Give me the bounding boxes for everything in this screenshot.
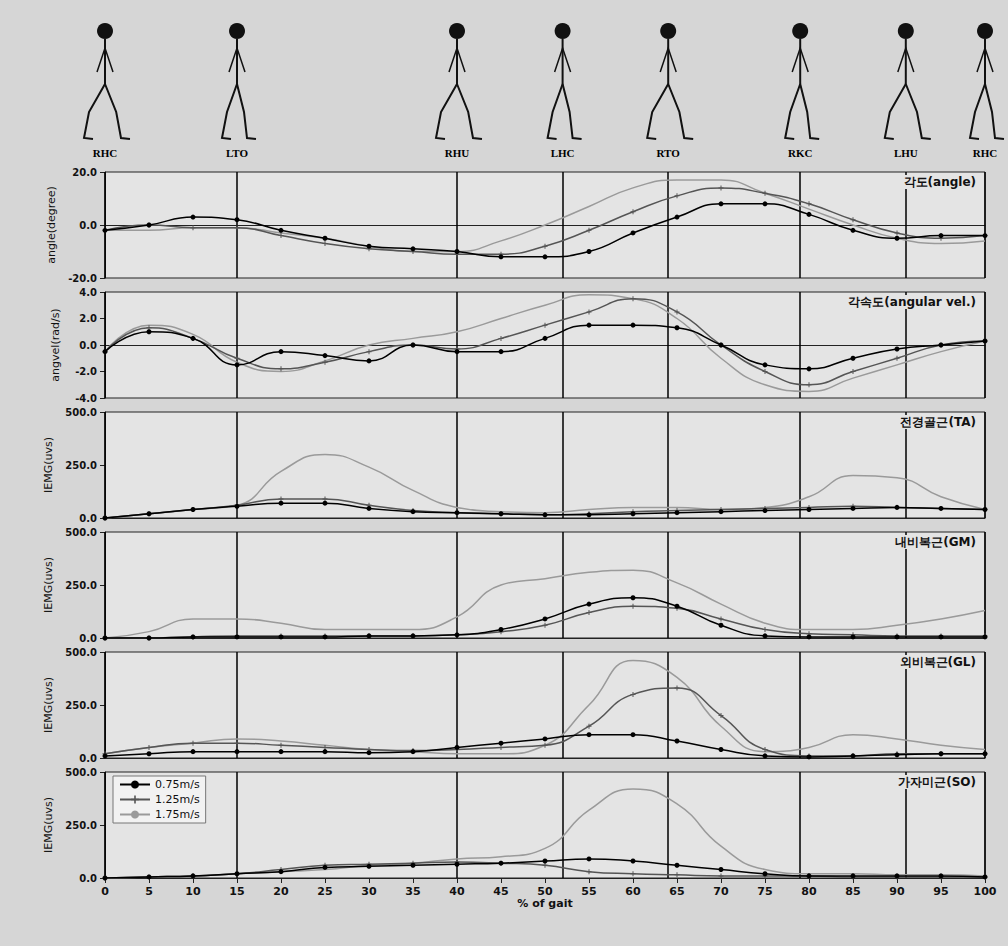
svg-text:angvel(rad/s): angvel(rad/s) [49, 308, 62, 381]
svg-text:500.0: 500.0 [65, 767, 97, 778]
svg-text:250.0: 250.0 [65, 700, 97, 711]
svg-text:0.0: 0.0 [79, 513, 97, 524]
svg-text:LHC: LHC [551, 147, 575, 159]
svg-text:500.0: 500.0 [65, 647, 97, 658]
svg-text:20: 20 [273, 885, 289, 898]
svg-text:55: 55 [581, 885, 596, 898]
svg-text:IEMG(uvs): IEMG(uvs) [42, 797, 55, 853]
svg-text:내비복근(GM): 내비복근(GM) [895, 535, 976, 549]
svg-text:0: 0 [101, 885, 109, 898]
svg-text:0.0: 0.0 [79, 340, 97, 351]
svg-text:0.0: 0.0 [79, 873, 97, 884]
svg-text:RTO: RTO [657, 147, 681, 159]
svg-text:20.0: 20.0 [72, 167, 97, 178]
svg-text:95: 95 [933, 885, 948, 898]
svg-text:85: 85 [845, 885, 860, 898]
svg-text:500.0: 500.0 [65, 407, 97, 418]
svg-text:각속도(angular vel.): 각속도(angular vel.) [848, 295, 976, 309]
svg-text:65: 65 [669, 885, 684, 898]
svg-text:45: 45 [493, 885, 508, 898]
svg-text:0.0: 0.0 [79, 753, 97, 764]
svg-text:-20.0: -20.0 [68, 273, 97, 284]
svg-text:250.0: 250.0 [65, 820, 97, 831]
svg-text:IEMG(uvs): IEMG(uvs) [42, 437, 55, 493]
svg-text:외비복근(GL): 외비복근(GL) [900, 655, 976, 669]
svg-text:IEMG(uvs): IEMG(uvs) [42, 677, 55, 733]
svg-text:가자미근(SO): 가자미근(SO) [898, 775, 976, 789]
svg-text:-2.0: -2.0 [75, 366, 97, 377]
svg-text:RHC: RHC [93, 147, 118, 159]
svg-text:15: 15 [229, 885, 244, 898]
svg-text:250.0: 250.0 [65, 580, 97, 591]
svg-text:전경골근(TA): 전경골근(TA) [900, 415, 976, 429]
svg-text:25: 25 [317, 885, 332, 898]
svg-text:1.75m/s: 1.75m/s [155, 808, 200, 821]
svg-text:-4.0: -4.0 [75, 393, 97, 404]
svg-text:75: 75 [757, 885, 772, 898]
svg-text:80: 80 [801, 885, 817, 898]
svg-text:5: 5 [145, 885, 153, 898]
svg-text:35: 35 [405, 885, 420, 898]
svg-text:RKC: RKC [788, 147, 813, 159]
svg-text:RHU: RHU [445, 147, 470, 159]
svg-text:angle(degree): angle(degree) [45, 186, 58, 264]
svg-text:60: 60 [625, 885, 641, 898]
svg-text:% of gait: % of gait [517, 897, 572, 910]
svg-text:500.0: 500.0 [65, 527, 97, 538]
svg-text:각도(angle): 각도(angle) [904, 175, 976, 189]
svg-text:IEMG(uvs): IEMG(uvs) [42, 557, 55, 613]
svg-text:250.0: 250.0 [65, 460, 97, 471]
svg-text:40: 40 [449, 885, 465, 898]
svg-text:90: 90 [889, 885, 905, 898]
svg-text:10: 10 [185, 885, 201, 898]
svg-text:100: 100 [974, 885, 997, 898]
svg-text:0.75m/s: 0.75m/s [155, 778, 200, 791]
svg-text:LHU: LHU [894, 147, 918, 159]
svg-text:RHC: RHC [973, 147, 998, 159]
svg-text:0.0: 0.0 [79, 220, 97, 231]
svg-text:LTO: LTO [226, 147, 248, 159]
svg-text:50: 50 [537, 885, 553, 898]
svg-text:2.0: 2.0 [79, 313, 97, 324]
svg-text:30: 30 [361, 885, 377, 898]
svg-text:0.0: 0.0 [79, 633, 97, 644]
svg-text:1.25m/s: 1.25m/s [155, 793, 200, 806]
svg-text:4.0: 4.0 [79, 287, 97, 298]
svg-text:70: 70 [713, 885, 729, 898]
